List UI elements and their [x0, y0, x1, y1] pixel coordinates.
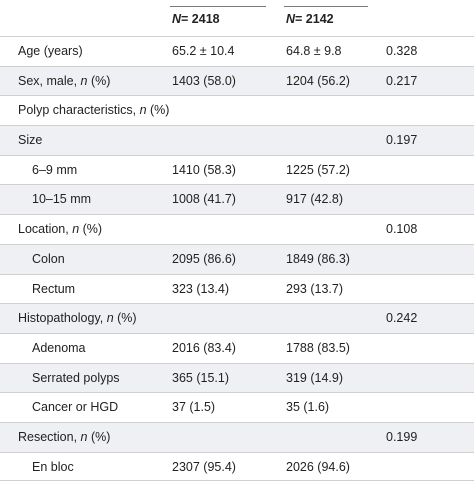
group2-value: 1225 (57.2) [286, 162, 350, 177]
group1-value: 2307 (95.4) [172, 459, 236, 474]
group1-value: 2095 (86.6) [172, 251, 236, 266]
table-row: Sex, male, n (%) 1403 (58.0) 1204 (56.2) 0.… [0, 65, 474, 96]
row-label: Histopathology, n (%) [18, 304, 137, 332]
header-group2: N= 2142 [286, 12, 334, 26]
row-label-suffix: (%) [113, 311, 137, 326]
row-label-text: Location, [18, 222, 73, 237]
group2-value: 1788 (83.5) [286, 340, 350, 355]
row-label-text: 10–15 mm [32, 192, 92, 207]
row-label-text: Colon [32, 251, 65, 266]
row-label: Adenoma [32, 334, 86, 362]
row-label: Location, n (%) [18, 215, 102, 243]
p-value: 0.108 [386, 222, 418, 237]
row-label-text: Polyp characteristics, [18, 103, 140, 118]
row-label-suffix: (%) [87, 429, 111, 444]
group1-value: 1410 (58.3) [172, 162, 236, 177]
group1-value: 2016 (83.4) [172, 340, 236, 355]
group2-value: 293 (13.7) [286, 281, 343, 296]
table-row: 10–15 mm 1008 (41.7) 917 (42.8) [0, 184, 474, 215]
table-row: Serrated polyps 365 (15.1) 319 (14.9) [0, 362, 474, 393]
table-row: Age (years) 65.2 ± 10.4 64.8 ± 9.8 0.328 [0, 36, 474, 66]
table-row: Colon 2095 (86.6) 1849 (86.3) [0, 243, 474, 274]
group2-value: 2026 (94.6) [286, 459, 350, 474]
p-value: 0.242 [386, 311, 418, 326]
row-label: Cancer or HGD [32, 393, 118, 421]
header-group2-prefix: N [286, 12, 296, 26]
header-rule-group1 [170, 6, 266, 7]
row-label-italic: n [139, 103, 147, 118]
row-label-suffix: (%) [87, 73, 111, 88]
group1-value: 1403 (58.0) [172, 73, 236, 88]
row-label-italic: n [80, 429, 88, 444]
row-label-text: 6–9 mm [32, 162, 78, 177]
row-label-text: Adenoma [32, 340, 86, 355]
row-label-text: Cancer or HGD [32, 400, 119, 415]
group2-value: 319 (14.9) [286, 370, 343, 385]
table-row: Histopathology, n (%) 0.242 [0, 303, 474, 333]
row-label-suffix: (%) [146, 103, 170, 118]
p-value: 0.197 [386, 133, 418, 148]
row-label: En bloc [32, 453, 74, 481]
group1-value: 65.2 ± 10.4 [172, 44, 235, 58]
group2-value: 64.8 ± 9.8 [286, 44, 342, 58]
p-value: 0.328 [386, 44, 418, 58]
group2-value: 1849 (86.3) [286, 251, 350, 266]
row-label-italic: n [80, 73, 88, 88]
table-row: Adenoma 2016 (83.4) 1788 (83.5) [0, 332, 474, 363]
row-label: Polyp characteristics, n (%) [18, 96, 169, 124]
table-row: Location, n (%) 0.108 [0, 214, 474, 244]
row-label-suffix: (%) [79, 222, 103, 237]
header-group1: N= 2418 [172, 12, 220, 26]
header-group1-prefix: N [172, 12, 182, 26]
group1-value: 323 (13.4) [172, 281, 229, 296]
row-label-text: Serrated polyps [32, 370, 120, 385]
table-row: Polyp characteristics, n (%) [0, 95, 474, 125]
row-label: Resection, n (%) [18, 423, 110, 451]
group1-value: 365 (15.1) [172, 370, 229, 385]
row-label-italic: n [72, 222, 80, 237]
row-label: Rectum [32, 275, 75, 303]
row-label: Age (years) [18, 37, 83, 65]
p-value: 0.199 [386, 429, 418, 444]
row-label: Colon [32, 245, 65, 273]
row-label-text: Sex, male, [18, 73, 81, 88]
table-row: Resection, n (%) 0.199 [0, 421, 474, 452]
group2-value: 35 (1.6) [286, 400, 330, 415]
data-table: Age (years) 65.2 ± 10.4 64.8 ± 9.8 0.328 Sex… [0, 36, 474, 481]
header-group2-value: = 2142 [295, 12, 334, 26]
row-label-italic: n [106, 311, 114, 326]
group2-value: 917 (42.8) [286, 192, 343, 207]
row-label-text: Age (years) [18, 44, 83, 58]
row-label: Size [18, 126, 42, 154]
table-row: 6–9 mm 1410 (58.3) 1225 (57.2) [0, 154, 474, 185]
p-value: 0.217 [386, 73, 418, 88]
header-group1-value: = 2418 [181, 12, 220, 26]
table-row: Cancer or HGD 37 (1.5) 35 (1.6) [0, 392, 474, 422]
row-label: 6–9 mm [32, 156, 77, 184]
row-label-text: En bloc [32, 459, 74, 474]
group2-value: 1204 (56.2) [286, 73, 350, 88]
group1-value: 37 (1.5) [172, 400, 216, 415]
table-row: En bloc 2307 (95.4) 2026 (94.6) [0, 451, 474, 481]
row-label: Serrated polyps [32, 364, 120, 392]
group1-value: 1008 (41.7) [172, 192, 236, 207]
header-rule-group2 [284, 6, 368, 7]
row-label-text: Resection, [18, 429, 81, 444]
row-label: Sex, male, n (%) [18, 67, 110, 95]
row-label-text: Histopathology, [18, 311, 107, 326]
row-label-text: Rectum [32, 281, 76, 296]
row-label-text: Size [18, 133, 43, 148]
row-label: 10–15 mm [32, 185, 91, 213]
table-row: Rectum 323 (13.4) 293 (13.7) [0, 273, 474, 304]
table-row: Size 0.197 [0, 125, 474, 155]
